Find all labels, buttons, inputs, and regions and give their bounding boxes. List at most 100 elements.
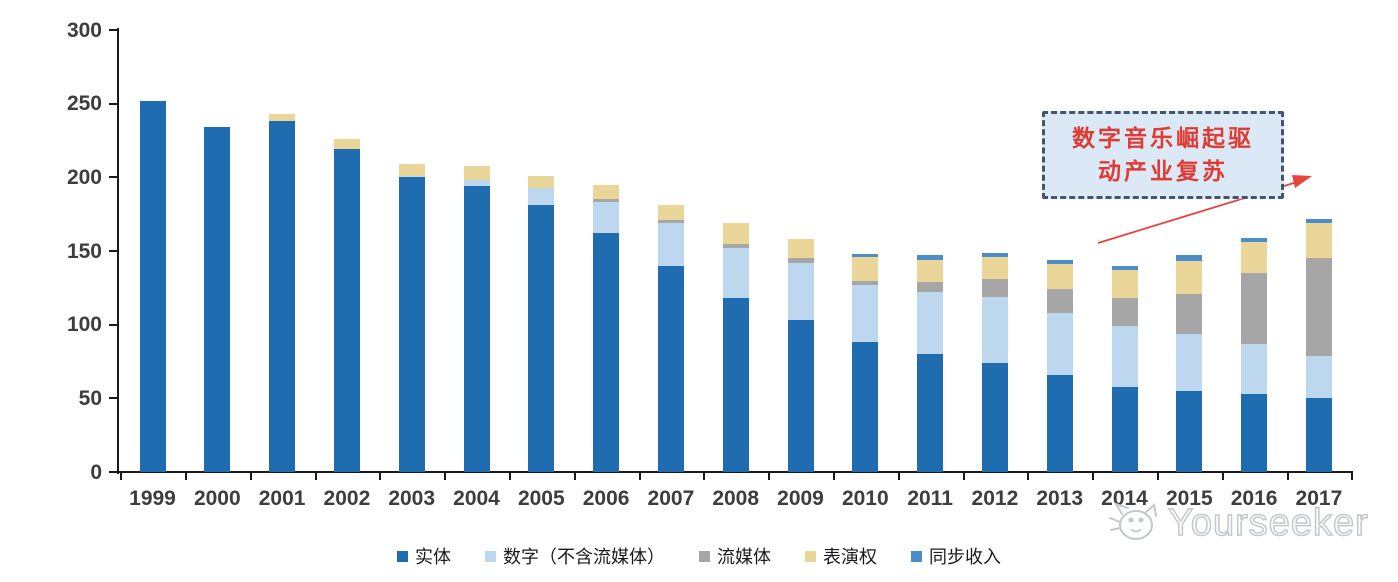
bar-segment-数字（不含流媒体） (657, 223, 684, 266)
bar-2010 (852, 254, 879, 472)
bar-2012 (981, 252, 1008, 472)
bar-segment-实体 (269, 121, 296, 472)
x-tick-mark (1286, 473, 1289, 480)
bar-segment-实体 (1241, 393, 1268, 472)
x-tick-label-2002: 2002 (323, 487, 371, 510)
x-tick-label-2006: 2006 (582, 487, 630, 510)
x-tick-label-2012: 2012 (971, 487, 1019, 510)
y-tick-mark (109, 176, 118, 179)
bar-segment-表演权 (657, 205, 684, 221)
legend-label: 同步收入 (929, 547, 1001, 567)
bar-2014 (1111, 265, 1138, 472)
bar-segment-实体 (917, 354, 944, 472)
bar-segment-同步收入 (981, 252, 1008, 257)
bar-2017 (1305, 218, 1332, 472)
x-tick-mark (768, 473, 771, 480)
annotation-line-2: 动产业复苏 (1098, 159, 1228, 184)
x-tick-mark (703, 473, 706, 480)
bar-segment-实体 (528, 205, 555, 472)
bar-segment-数字（不含流媒体） (852, 284, 879, 343)
legend-label: 表演权 (823, 547, 877, 567)
bar-segment-实体 (204, 127, 231, 472)
bar-segment-数字（不含流媒体） (917, 292, 944, 355)
bar-segment-实体 (1176, 390, 1203, 472)
bar-segment-数字（不含流媒体） (722, 248, 749, 299)
bar-segment-实体 (981, 362, 1008, 472)
bar-2007 (657, 205, 684, 472)
bar-2005 (528, 175, 555, 472)
bar-segment-同步收入 (917, 255, 944, 260)
bar-segment-实体 (657, 265, 684, 472)
legend-swatch-icon (397, 550, 408, 562)
bar-segment-实体 (787, 320, 814, 472)
x-tick-label-2008: 2008 (712, 487, 760, 510)
bar-segment-数字（不含流媒体） (981, 296, 1008, 363)
x-tick-label-1999: 1999 (129, 487, 176, 510)
bar-segment-实体 (139, 100, 166, 472)
y-tick-label: 150 (66, 239, 102, 263)
y-axis (117, 28, 119, 474)
bar-segment-流媒体 (1046, 289, 1073, 313)
x-tick-label-2007: 2007 (647, 487, 695, 510)
bar-segment-同步收入 (1111, 265, 1138, 271)
bar-2008 (722, 223, 749, 472)
y-tick-label: 250 (66, 92, 102, 116)
bar-2000 (204, 127, 231, 472)
bar-segment-数字（不含流媒体） (1305, 355, 1332, 399)
y-tick-mark (109, 102, 118, 105)
legend-item: 表演权 (805, 543, 877, 569)
bar-2011 (917, 255, 944, 472)
bar-segment-流媒体 (1241, 273, 1268, 344)
bar-2015 (1176, 255, 1203, 472)
bar-segment-表演权 (981, 256, 1008, 280)
bar-segment-实体 (398, 177, 425, 472)
legend-item: 数字（不含流媒体） (485, 543, 665, 569)
x-tick-label-2015: 2015 (1165, 487, 1213, 510)
legend-swatch-icon (911, 550, 922, 562)
bar-segment-流媒体 (1305, 258, 1332, 356)
x-axis (110, 471, 1353, 473)
y-tick-label: 300 (66, 18, 102, 42)
x-tick-mark (249, 473, 252, 480)
bar-segment-数字（不含流媒体） (1046, 312, 1073, 375)
bar-segment-实体 (722, 298, 749, 472)
legend-label: 实体 (415, 547, 451, 567)
bar-segment-表演权 (333, 139, 360, 150)
x-tick-label-2000: 2000 (193, 487, 241, 510)
legend-swatch-icon (805, 550, 816, 562)
legend-swatch-icon (699, 550, 710, 562)
x-tick-label-2001: 2001 (258, 487, 306, 510)
bar-segment-表演权 (1046, 264, 1073, 290)
x-tick-mark (573, 473, 576, 480)
bar-segment-流媒体 (722, 243, 749, 249)
bar-2006 (593, 184, 620, 472)
x-tick-mark (1221, 473, 1224, 480)
y-tick-label: 100 (66, 313, 102, 337)
x-tick-mark (379, 473, 382, 480)
bar-2004 (463, 165, 490, 472)
legend-item: 流媒体 (699, 543, 771, 569)
bar-segment-表演权 (1176, 261, 1203, 294)
bar-segment-表演权 (1305, 223, 1332, 259)
bar-segment-实体 (463, 186, 490, 472)
y-tick-mark (109, 250, 118, 252)
bar-segment-表演权 (852, 256, 879, 281)
annotation-callout: 数字音乐崛起驱 动产业复苏 (1042, 111, 1284, 199)
bar-segment-表演权 (593, 184, 620, 200)
bar-segment-流媒体 (852, 280, 879, 285)
x-tick-label-2013: 2013 (1036, 487, 1084, 510)
x-tick-label-2016: 2016 (1230, 487, 1278, 510)
bar-segment-表演权 (398, 164, 425, 176)
bar-segment-表演权 (463, 165, 490, 181)
bar-segment-数字（不含流媒体） (787, 262, 814, 321)
bar-2003 (398, 164, 425, 472)
bar-segment-实体 (593, 233, 620, 472)
x-tick-label-2017: 2017 (1295, 487, 1343, 510)
bar-segment-实体 (333, 149, 360, 472)
bar-2013 (1046, 259, 1073, 472)
x-tick-mark (897, 473, 900, 480)
bar-segment-实体 (852, 342, 879, 472)
y-tick-label: 50 (78, 386, 102, 410)
legend-item: 实体 (397, 543, 451, 569)
